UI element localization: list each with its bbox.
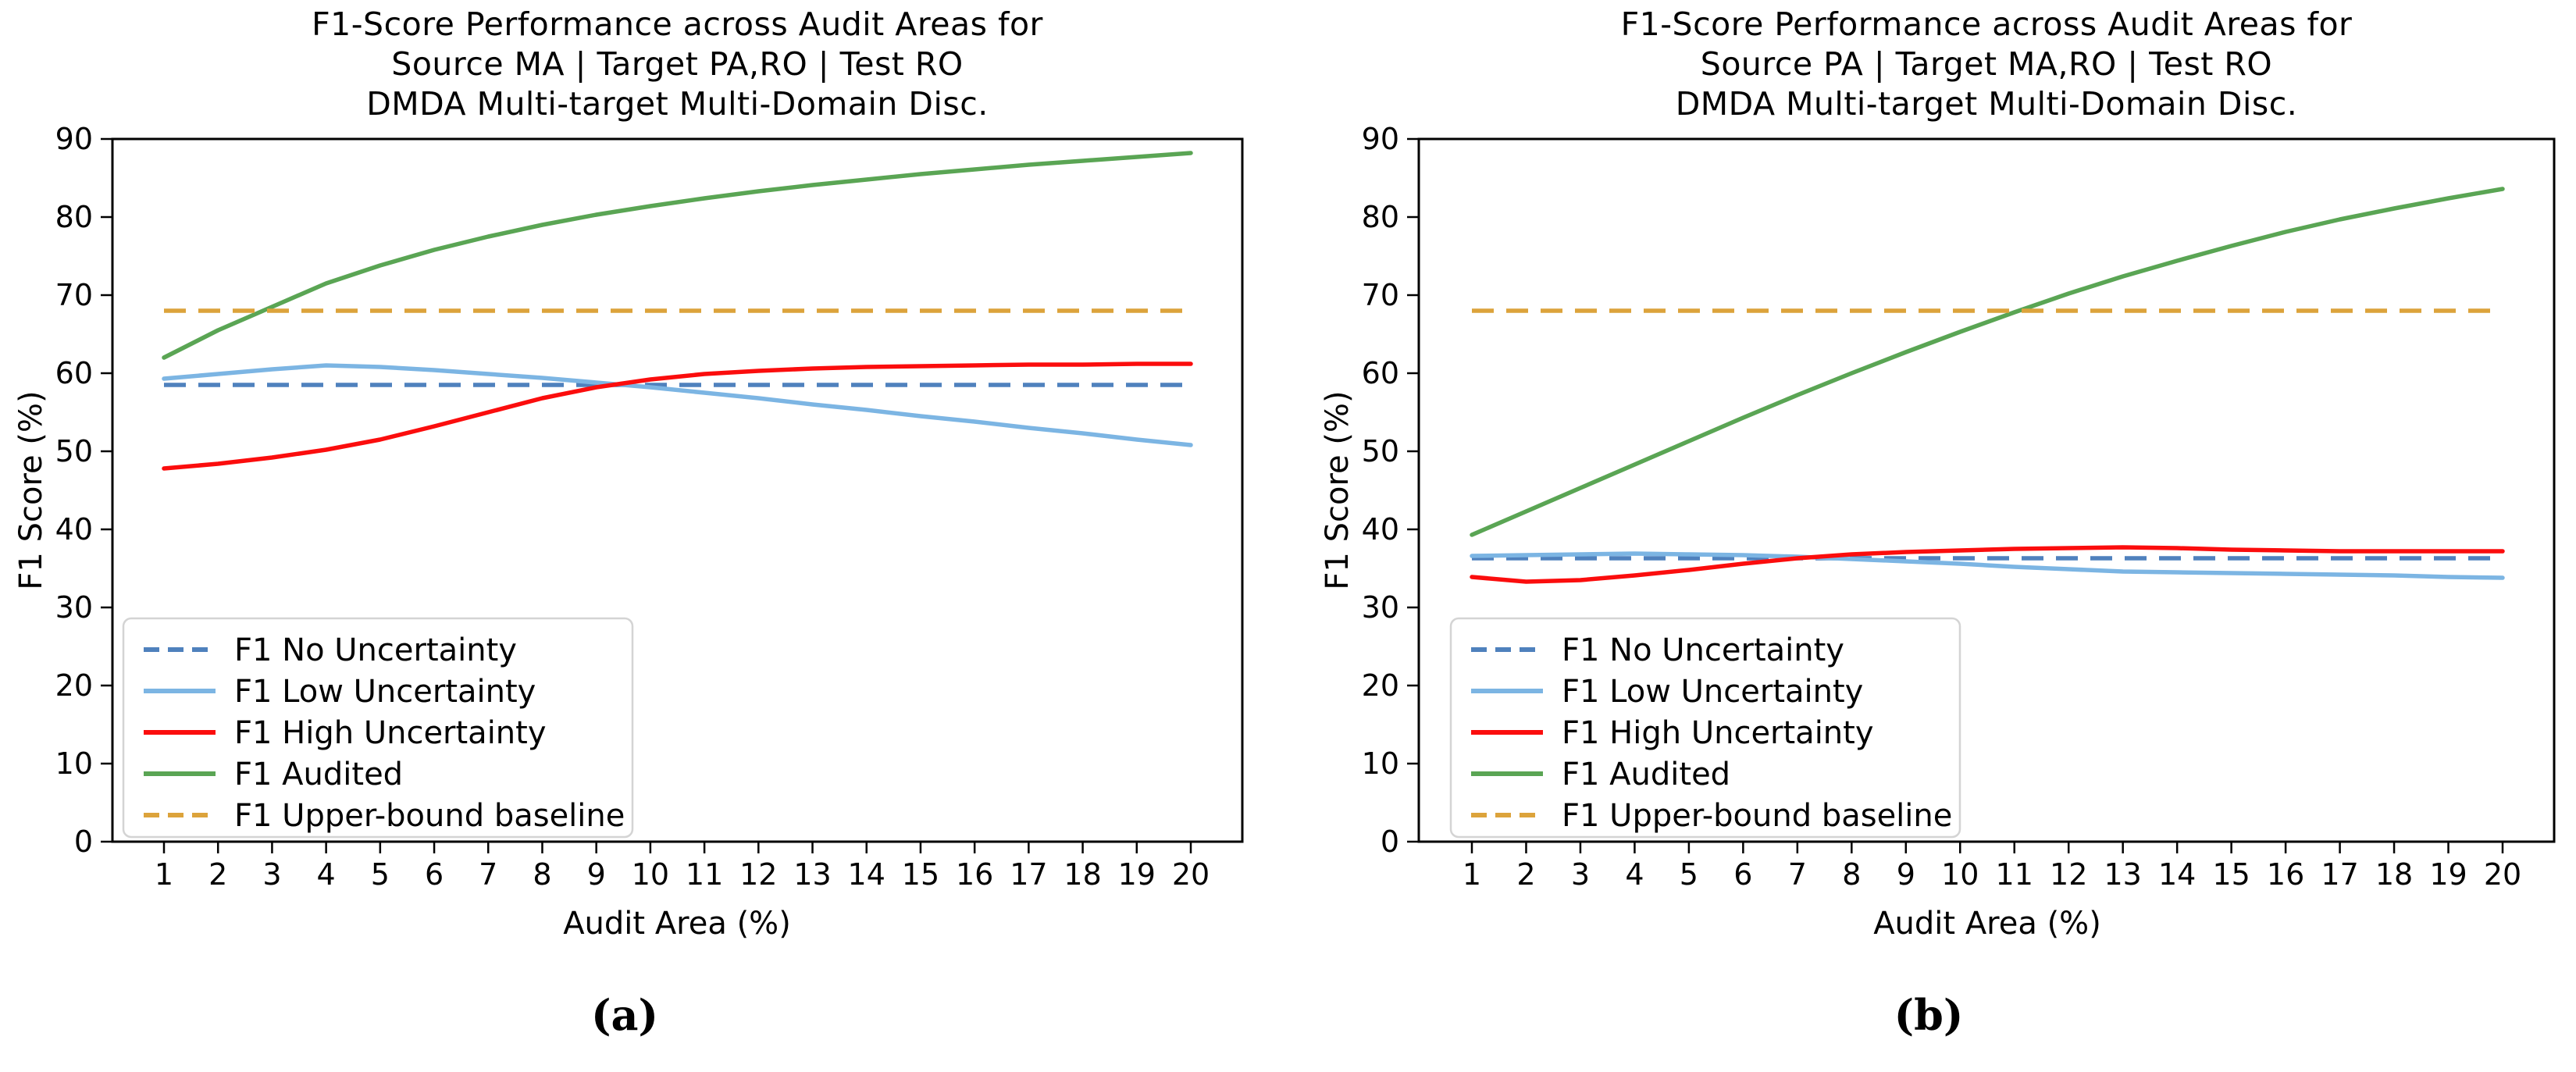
x-tick-label: 18 [1064, 857, 1101, 892]
x-tick-label: 20 [2484, 857, 2521, 892]
x-tick-label: 14 [848, 857, 885, 892]
y-tick-label: 30 [55, 590, 93, 625]
y-tick-label: 80 [1362, 200, 1399, 234]
x-tick-label: 18 [2375, 857, 2413, 892]
series-line-f1-audited [1470, 187, 2505, 537]
legend-label-f1-upper-bound-baseline: F1 Upper-bound baseline [234, 798, 625, 834]
y-tick-label: 60 [1362, 356, 1399, 390]
legend-label-f1-low-uncertainty: F1 Low Uncertainty [1562, 674, 1863, 710]
x-tick-label: 16 [2267, 857, 2304, 892]
x-tick-label: 8 [1842, 857, 1861, 892]
x-tick-label: 4 [317, 857, 336, 892]
x-tick-label: 11 [1996, 857, 2033, 892]
series-line-f1-audited [162, 151, 1193, 360]
x-tick-label: 5 [371, 857, 390, 892]
x-tick-label: 1 [1463, 857, 1481, 892]
x-tick-label: 20 [1172, 857, 1210, 892]
y-tick-label: 40 [1362, 512, 1399, 547]
x-tick-label: 2 [208, 857, 227, 892]
y-tick-label: 90 [55, 122, 93, 156]
x-tick-label: 3 [262, 857, 281, 892]
chart-b-title-line2: Source PA | Target MA,RO | Test RO [1700, 45, 2273, 83]
series-line-f1-low-uncertainty [1470, 551, 2505, 580]
x-tick-label: 19 [1118, 857, 1156, 892]
y-tick-label: 10 [1362, 746, 1399, 781]
x-tick-label: 7 [479, 857, 497, 892]
x-tick-label: 3 [1571, 857, 1590, 892]
series-line-f1-high-uncertainty [1470, 545, 2505, 584]
y-tick-label: 90 [1362, 122, 1399, 156]
y-tick-label: 30 [1362, 590, 1399, 625]
x-tick-label: 6 [425, 857, 444, 892]
x-tick-label: 10 [632, 857, 669, 892]
x-tick-label: 19 [2429, 857, 2467, 892]
x-tick-label: 4 [1625, 857, 1644, 892]
y-tick-label: 60 [55, 356, 93, 390]
plot-frame-a [111, 137, 1244, 843]
x-tick-label: 6 [1733, 857, 1752, 892]
x-tick-label: 1 [155, 857, 173, 892]
x-tick-label: 13 [2104, 857, 2142, 892]
x-tick-label: 17 [2321, 857, 2358, 892]
series-line-f1-low-uncertainty [162, 363, 1193, 447]
series-line-f1-high-uncertainty [162, 361, 1193, 471]
legend-a: F1 No Uncertainty F1 Low Uncertainty F1 Hi… [122, 617, 634, 839]
x-tick-label: 16 [956, 857, 993, 892]
chart-a-ylabel: F1 Score (%) [13, 390, 49, 590]
y-tick-label: 50 [1362, 434, 1399, 468]
caption-b: (b) [1894, 990, 1964, 1040]
y-tick-label: 70 [1362, 278, 1399, 312]
legend-label-f1-audited: F1 Audited [234, 757, 403, 792]
y-tick-label: 50 [55, 434, 93, 468]
chart-b-title-line3: DMDA Multi-target Multi-Domain Disc. [1675, 85, 2298, 123]
y-tick-label: 20 [1362, 668, 1399, 703]
chart-b-ylabel: F1 Score (%) [1320, 390, 1356, 590]
x-tick-label: 12 [2050, 857, 2087, 892]
legend-label-f1-no-uncertainty: F1 No Uncertainty [234, 632, 517, 668]
legend-b: F1 No Uncertainty F1 Low Uncertainty F1 Hi… [1449, 617, 1961, 839]
chart-a-title-line3: DMDA Multi-target Multi-Domain Disc. [366, 85, 989, 123]
legend-label-f1-upper-bound-baseline: F1 Upper-bound baseline [1562, 798, 1952, 834]
legend-label-f1-high-uncertainty: F1 High Uncertainty [1562, 715, 1874, 751]
x-tick-label: 12 [739, 857, 777, 892]
legend-label-f1-audited: F1 Audited [1562, 757, 1730, 792]
chart-b-xlabel: Audit Area (%) [1873, 906, 2101, 942]
x-tick-label: 15 [2212, 857, 2250, 892]
legend-box [1449, 617, 1961, 839]
x-tick-label: 13 [793, 857, 831, 892]
x-tick-label: 2 [1516, 857, 1535, 892]
x-tick-label: 8 [533, 857, 551, 892]
x-tick-label: 11 [686, 857, 723, 892]
y-tick-label: 0 [74, 824, 93, 859]
x-tick-label: 9 [1897, 857, 1915, 892]
y-tick-label: 70 [55, 278, 93, 312]
legend-label-f1-low-uncertainty: F1 Low Uncertainty [234, 674, 536, 710]
y-tick-label: 40 [55, 512, 93, 547]
chart-b-title-line1: F1-Score Performance across Audit Areas … [1620, 5, 2353, 43]
chart-a-xlabel: Audit Area (%) [563, 906, 791, 942]
y-tick-label: 20 [55, 668, 93, 703]
x-tick-label: 15 [902, 857, 939, 892]
legend-label-f1-no-uncertainty: F1 No Uncertainty [1562, 632, 1844, 668]
x-tick-label: 9 [587, 857, 606, 892]
chart-a-title-line1: F1-Score Performance across Audit Areas … [312, 5, 1043, 43]
x-tick-label: 7 [1788, 857, 1807, 892]
legend-label-f1-high-uncertainty: F1 High Uncertainty [234, 715, 547, 751]
caption-a: (a) [590, 990, 659, 1040]
y-tick-label: 0 [1381, 824, 1399, 859]
y-tick-label: 10 [55, 746, 93, 781]
x-tick-label: 17 [1010, 857, 1047, 892]
x-tick-label: 14 [2158, 857, 2196, 892]
plot-frame-b [1417, 137, 2556, 843]
chart-a-title: F1-Score Performance across Audit Areas … [112, 5, 1242, 124]
legend-box [122, 617, 634, 839]
chart-a-title-line2: Source MA | Target PA,RO | Test RO [391, 45, 964, 83]
x-tick-label: 5 [1680, 857, 1698, 892]
y-tick-label: 80 [55, 200, 93, 234]
chart-b-title: F1-Score Performance across Audit Areas … [1419, 5, 2554, 124]
x-tick-label: 10 [1941, 857, 1979, 892]
